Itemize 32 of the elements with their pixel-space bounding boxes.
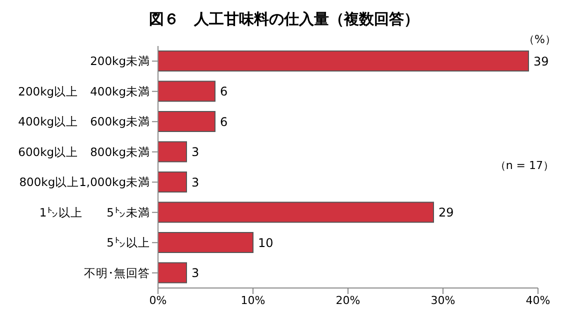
bar <box>158 172 187 192</box>
y-tick-label: 800kg以上1,000kg未満 <box>19 175 150 190</box>
y-tick-label: 1㌧以上 5㌧未満 <box>39 205 150 220</box>
annotation: （n = 17） <box>494 158 554 173</box>
x-tick-label: 10% <box>240 294 266 307</box>
y-tick-label: 5㌧以上 <box>106 236 150 250</box>
x-tick-label: 20% <box>336 294 360 307</box>
chart-title: 図６ 人工甘味料の仕入量（複数回答） <box>148 9 420 30</box>
bar <box>158 141 187 162</box>
data-label: 3 <box>192 145 200 160</box>
data-label: 6 <box>220 114 228 129</box>
bar <box>158 202 434 223</box>
data-label: 39 <box>534 54 549 68</box>
y-tick-label: 200kg以上 400kg未満 <box>18 84 150 98</box>
bar <box>158 111 216 132</box>
data-label: 6 <box>220 84 228 99</box>
data-label: 10 <box>258 236 274 250</box>
y-tick-label: 不明･無回答 <box>84 266 150 280</box>
x-tick-label: 30% <box>430 294 456 307</box>
data-label: 3 <box>192 175 200 190</box>
data-label: 29 <box>438 206 454 220</box>
bar <box>158 262 187 284</box>
x-tick-label: 40% <box>526 294 550 307</box>
bar <box>158 50 529 72</box>
bar <box>158 80 216 102</box>
annotation: （%） <box>524 32 556 47</box>
data-label: 3 <box>192 266 200 280</box>
x-tick-label: 0% <box>149 294 167 307</box>
y-tick-label: 600kg以上 800kg未満 <box>18 144 150 159</box>
bar <box>158 232 254 253</box>
y-tick-label: 200kg未満 <box>90 54 150 68</box>
y-tick-label: 400kg以上 600kg未満 <box>18 114 150 129</box>
